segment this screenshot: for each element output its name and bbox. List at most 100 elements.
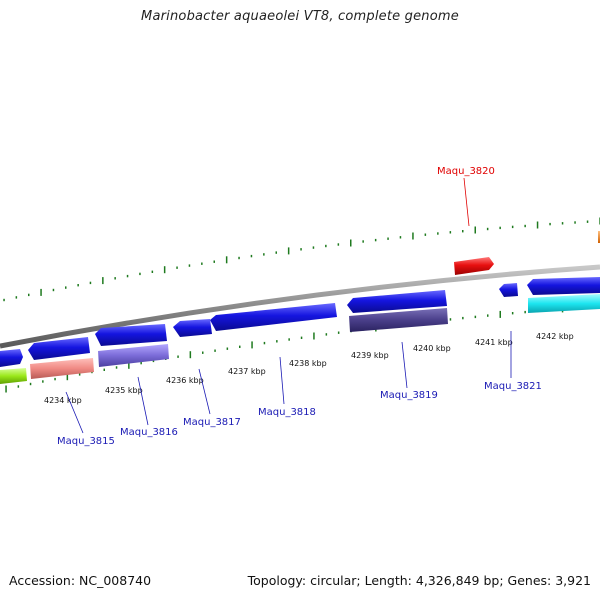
inner-tick — [524, 310, 526, 314]
inner-tick — [5, 385, 7, 393]
scale-label: 4239 kbp — [351, 351, 389, 360]
gene-label-maqu-3817[interactable]: Maqu_3817 — [183, 417, 241, 428]
inner-tick — [337, 331, 340, 334]
inner-tick — [288, 338, 290, 341]
inner-tick — [78, 373, 81, 376]
gene-arrow-right-edge — [527, 277, 600, 295]
scale-label: 4236 kbp — [166, 376, 204, 385]
scale-label: 4237 kbp — [228, 367, 266, 376]
outer-tick — [77, 284, 79, 287]
gene-maqu-3821-arrow[interactable] — [499, 283, 518, 297]
outer-tick — [65, 286, 67, 289]
outer-tick — [139, 272, 141, 276]
outer-tick — [350, 239, 352, 247]
gene-label-maqu-3821[interactable]: Maqu_3821 — [484, 381, 542, 392]
inner-tick — [462, 316, 464, 320]
inner-tick — [29, 382, 32, 386]
scale-label: 4241 kbp — [475, 338, 513, 347]
outer-tick — [114, 277, 116, 280]
scale-label: 4238 kbp — [289, 359, 327, 368]
scale-label: 4240 kbp — [413, 344, 451, 353]
outer-tick — [474, 226, 476, 234]
outer-tick — [524, 224, 526, 228]
outer-tick — [287, 247, 290, 255]
inner-tick — [54, 377, 56, 381]
gene-label-maqu-3819[interactable]: Maqu_3819 — [380, 390, 438, 401]
outer-tick — [362, 240, 364, 243]
outer-tick — [15, 296, 18, 299]
gene-label-maqu-3815[interactable]: Maqu_3815 — [57, 436, 115, 447]
outer-tick — [536, 221, 539, 229]
outer-tick — [549, 222, 551, 226]
gene-arrow-left-edge — [0, 349, 23, 367]
inner-tick — [487, 314, 489, 317]
outer-tick — [561, 222, 564, 225]
outer-tick — [574, 221, 576, 224]
inner-tick — [263, 341, 266, 345]
gene-maqu-3817-arrow[interactable] — [173, 319, 212, 337]
outer-tick — [325, 244, 327, 248]
outer-tick — [499, 226, 501, 230]
outer-tick — [374, 238, 377, 242]
gene-label-maqu-3816[interactable]: Maqu_3816 — [120, 427, 178, 438]
gene-maqu-3816-arrow[interactable] — [95, 324, 167, 346]
gene-leader-lines — [65, 177, 512, 434]
outer-tick — [52, 288, 55, 292]
inner-tick — [177, 355, 179, 358]
outer-tick — [89, 281, 92, 285]
inner-tick — [152, 359, 155, 363]
inner-tick — [214, 349, 216, 352]
outer-tick — [486, 227, 489, 231]
inner-tick — [103, 368, 105, 371]
inner-tick — [17, 385, 20, 388]
outer-tick — [238, 256, 240, 260]
outer-tick — [449, 231, 452, 234]
inner-tick — [251, 341, 253, 349]
gene-label-maqu-3818[interactable]: Maqu_3818 — [258, 407, 316, 418]
inner-tick — [499, 310, 501, 318]
inner-tick — [226, 347, 229, 350]
inner-tick — [66, 373, 69, 381]
outer-tick — [213, 260, 215, 263]
gene-maqu-3820-arrow[interactable] — [454, 257, 494, 275]
outer-tick — [300, 248, 302, 251]
scale-label: 4234 kbp — [44, 396, 82, 405]
outer-tick — [3, 298, 5, 302]
outer-tick — [176, 266, 178, 269]
outer-tick — [102, 277, 104, 285]
gene-maqu-3819-arrow[interactable] — [347, 290, 447, 313]
outer-tick — [151, 270, 154, 273]
inner-tick — [202, 351, 204, 354]
outer-tick — [188, 264, 191, 267]
inner-tick — [300, 336, 303, 339]
inner-tick — [115, 366, 118, 369]
outer-tick — [511, 225, 514, 229]
outer-tick — [163, 266, 166, 274]
outer-tick — [250, 254, 253, 258]
outer-tick — [337, 243, 340, 246]
inner-tick — [511, 312, 514, 315]
outer-tick — [126, 274, 129, 278]
inner-tick — [325, 333, 328, 336]
outer-tick — [263, 253, 265, 256]
dark-purple-feature — [349, 308, 448, 332]
gene-label-maqu-3820[interactable]: Maqu_3820 — [437, 166, 495, 177]
gene-maqu-3815-arrow[interactable] — [28, 337, 90, 360]
outer-tick — [399, 236, 402, 239]
inner-tick — [449, 318, 452, 321]
accession-text: Accession: NC_008740 — [9, 573, 152, 588]
outer-tick — [201, 262, 203, 265]
outer-tick — [437, 232, 439, 235]
scale-labels: 4234 kbp 4235 kbp 4236 kbp 4237 kbp 4238… — [44, 332, 574, 405]
outer-tick — [225, 256, 228, 264]
inner-tick — [239, 345, 241, 348]
inner-tick — [189, 351, 192, 359]
purple-feature — [98, 344, 169, 367]
scale-label: 4235 kbp — [105, 386, 143, 395]
gene-labels: Maqu_3815 Maqu_3816 Maqu_3817 Maqu_3818 … — [57, 166, 542, 447]
salmon-feature — [30, 358, 94, 379]
inner-tick — [474, 315, 477, 319]
inner-tick — [276, 340, 278, 343]
gene-maqu-3818-arrow[interactable] — [210, 303, 337, 331]
